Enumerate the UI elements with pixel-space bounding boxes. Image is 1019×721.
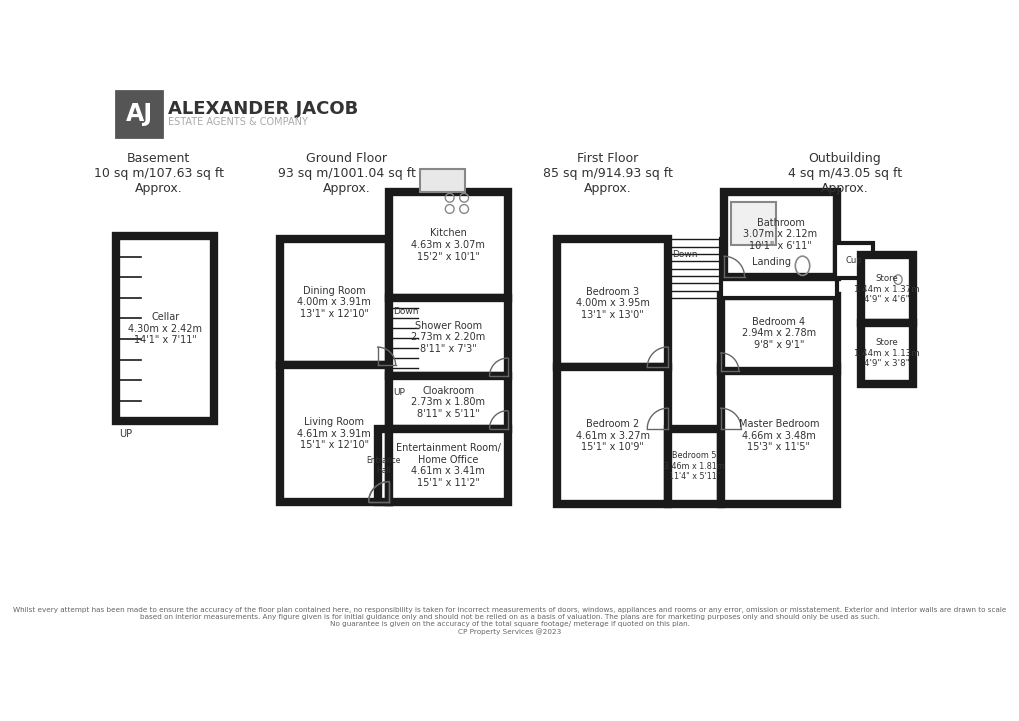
Bar (116, 236, 214, 421)
Bar (723, 192, 836, 277)
Bar (667, 429, 720, 504)
Text: Master Bedroom
4.66m x 3.48m
15'3" x 11'5": Master Bedroom 4.66m x 3.48m 15'3" x 11'… (738, 419, 818, 452)
Text: ALEXANDER JACOB: ALEXANDER JACOB (168, 99, 358, 118)
Text: Entertainment Room/
Home Office
4.61m x 3.41m
15'1" x 11'2": Entertainment Room/ Home Office 4.61m x … (395, 443, 500, 487)
Text: Kitchen
4.63m x 3.07m
15'2" x 10'1": Kitchen 4.63m x 3.07m 15'2" x 10'1" (411, 229, 485, 262)
Bar (720, 239, 836, 298)
Bar (377, 429, 388, 502)
Bar (556, 368, 667, 504)
Bar (279, 239, 388, 365)
Bar (388, 429, 507, 502)
Bar (860, 323, 912, 384)
Bar (860, 255, 912, 323)
Text: UP: UP (119, 429, 132, 438)
Text: Cup: Cup (845, 256, 861, 265)
Bar (420, 169, 465, 192)
Bar (388, 376, 507, 429)
Text: Landing: Landing (751, 257, 790, 267)
Text: Bedroom 2
4.61m x 3.27m
15'1" x 10'9": Bedroom 2 4.61m x 3.27m 15'1" x 10'9" (575, 419, 649, 452)
Text: Store
1.44m x 1.37m
4'9" x 4'6": Store 1.44m x 1.37m 4'9" x 4'6" (854, 274, 919, 304)
Text: Bedroom 4
2.94m x 2.78m
9'8" x 9'1": Bedroom 4 2.94m x 2.78m 9'8" x 9'1" (741, 317, 815, 350)
Text: Dining Room
4.00m x 3.91m
13'1" x 12'10": Dining Room 4.00m x 3.91m 13'1" x 12'10" (298, 286, 371, 319)
Text: Living Room
4.61m x 3.91m
15'1" x 12'10": Living Room 4.61m x 3.91m 15'1" x 12'10" (298, 417, 371, 450)
Text: Whilst every attempt has been made to ensure the accuracy of the floor plan cont: Whilst every attempt has been made to en… (13, 607, 1006, 635)
Text: Store
1.44m x 1.13m
4'9" x 3'8": Store 1.44m x 1.13m 4'9" x 3'8" (854, 338, 919, 368)
Bar (388, 192, 507, 298)
Text: First Floor
85 sq m/914.93 sq ft
Approx.: First Floor 85 sq m/914.93 sq ft Approx. (542, 152, 673, 195)
Bar (279, 365, 388, 502)
Text: Outbuilding
4 sq m/43.05 sq ft
Approx.: Outbuilding 4 sq m/43.05 sq ft Approx. (788, 152, 901, 195)
Text: Entrance
Hall: Entrance Hall (366, 456, 400, 475)
Text: Shower Room
2.73m x 2.20m
8'11" x 7'3": Shower Room 2.73m x 2.20m 8'11" x 7'3" (411, 321, 485, 354)
Text: Down: Down (672, 249, 697, 259)
Text: Ground Floor
93 sq m/1001.04 sq ft
Approx.: Ground Floor 93 sq m/1001.04 sq ft Appro… (277, 152, 415, 195)
Text: ESTATE AGENTS & COMPANY: ESTATE AGENTS & COMPANY (168, 118, 308, 127)
Text: Cellar
4.30m x 2.42m
14'1" x 7'11": Cellar 4.30m x 2.42m 14'1" x 7'11" (128, 312, 202, 345)
Text: AJ: AJ (125, 102, 153, 126)
Text: Bedroom 5
3.46m x 1.81m
11'4" x 5'11": Bedroom 5 3.46m x 1.81m 11'4" x 5'11" (663, 451, 723, 481)
Bar (730, 202, 774, 245)
Text: Bathroom
3.07m x 2.12m
10'1" x 6'11": Bathroom 3.07m x 2.12m 10'1" x 6'11" (743, 218, 817, 251)
Text: Bedroom 3
4.00m x 3.95m
13'1" x 13'0": Bedroom 3 4.00m x 3.95m 13'1" x 13'0" (575, 287, 649, 320)
Bar (388, 298, 507, 376)
Text: Cloakroom
2.73m x 1.80m
8'11" x 5'11": Cloakroom 2.73m x 1.80m 8'11" x 5'11" (411, 386, 485, 419)
Bar (720, 368, 836, 504)
Text: UP: UP (392, 388, 405, 397)
Text: Basement
10 sq m/107.63 sq ft
Approx.: Basement 10 sq m/107.63 sq ft Approx. (94, 152, 223, 195)
Bar (720, 296, 836, 371)
Bar (835, 243, 872, 278)
Bar (556, 239, 667, 368)
Text: Down: Down (392, 307, 418, 317)
Bar (116, 91, 162, 138)
